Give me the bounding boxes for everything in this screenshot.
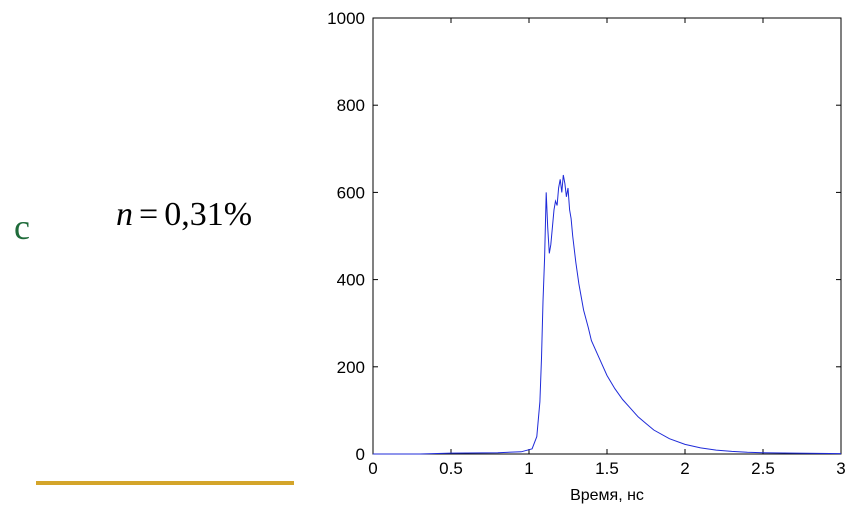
y-tick-label: 0 (356, 445, 365, 464)
formula-variable: n (116, 196, 133, 233)
plot-frame (372, 17, 842, 455)
y-tick-label: 600 (337, 183, 365, 202)
bullet-glyph: c (14, 207, 30, 247)
y-tick-label: 1000 (327, 9, 365, 28)
x-tick-label: 1 (524, 459, 533, 478)
x-axis-title: Время, нс (570, 487, 644, 504)
y-axis: 0 200 400 600 800 1000 (327, 9, 841, 464)
x-tick-label: 2 (680, 459, 689, 478)
series-line (373, 174, 842, 455)
formula-equals: = (139, 196, 159, 233)
x-axis: 0 0.5 1 1.5 2 2.5 3 (368, 18, 846, 478)
y-tick-label: 400 (337, 271, 365, 290)
x-tick-label: 0 (368, 459, 377, 478)
x-tick-label: 0.5 (439, 459, 463, 478)
accent-rule (36, 481, 294, 485)
x-tick-label: 3 (836, 459, 845, 478)
x-tick-label: 1.5 (595, 459, 619, 478)
x-tick-label: 2.5 (751, 459, 775, 478)
formula: n = 0,31% (116, 196, 252, 234)
formula-value: 0,31% (164, 196, 253, 233)
y-tick-label: 800 (337, 96, 365, 115)
y-tick-label: 200 (337, 358, 365, 377)
